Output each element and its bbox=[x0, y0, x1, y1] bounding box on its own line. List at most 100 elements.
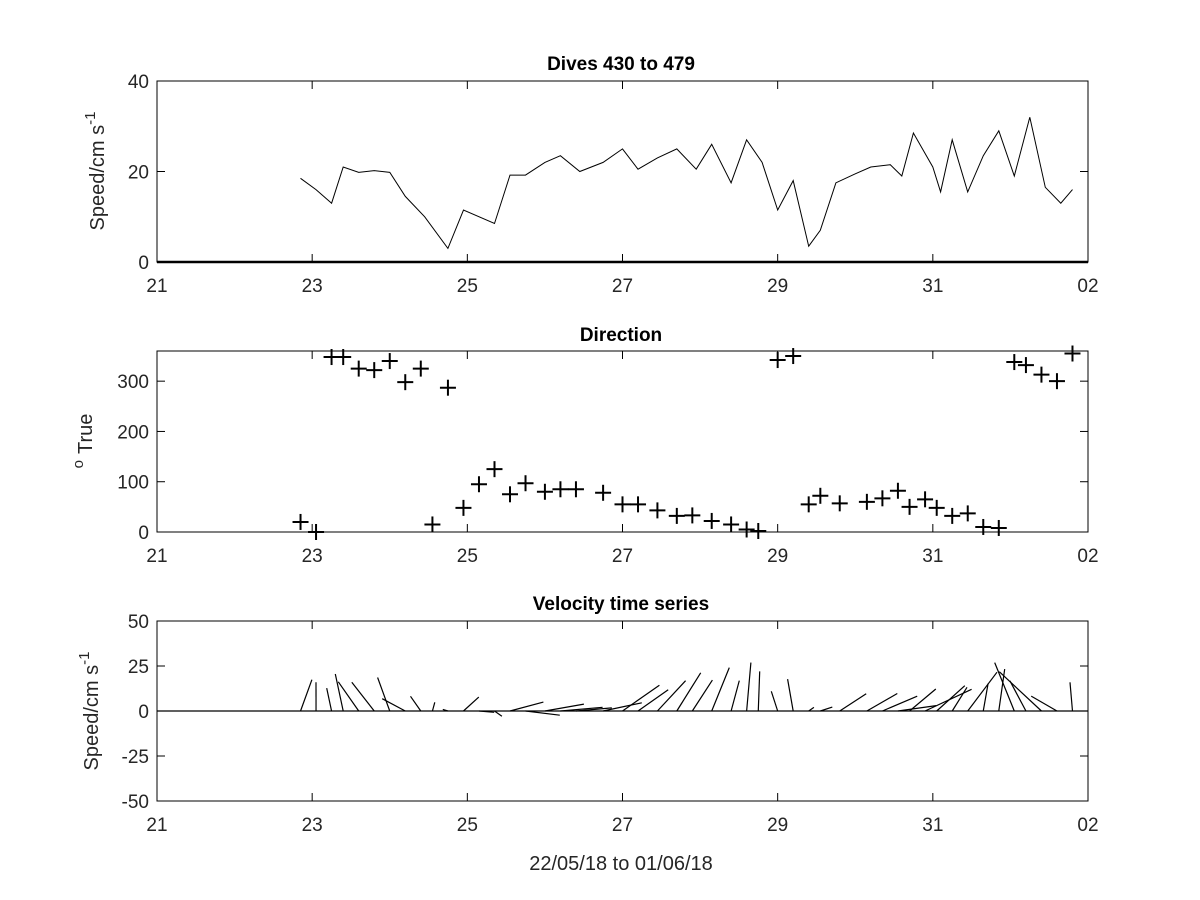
velocity-stick bbox=[442, 708, 449, 712]
velocity-stick bbox=[525, 710, 560, 716]
velocity-stick bbox=[622, 684, 660, 712]
velocity-stick bbox=[787, 678, 794, 712]
velocity-stick bbox=[1030, 695, 1058, 712]
velocity-ticks: 21 23 25 27 29 31 02 -50 -25 0 25 50 bbox=[122, 612, 1099, 836]
direction-x-tick-label: 25 bbox=[457, 546, 478, 567]
velocity-plot-area bbox=[157, 662, 1088, 717]
velocity-panel-title: Velocity time series bbox=[533, 594, 709, 615]
direction-point bbox=[536, 483, 553, 500]
direction-plot-area bbox=[292, 345, 1081, 540]
velocity-stick bbox=[575, 707, 612, 712]
speed-x-tick-label: 21 bbox=[146, 276, 167, 297]
velocity-y-tick-label: 25 bbox=[128, 657, 149, 678]
speed-x-tick-label: 25 bbox=[457, 276, 478, 297]
direction-point bbox=[944, 507, 961, 524]
velocity-stick bbox=[994, 662, 1015, 712]
velocity-stick bbox=[431, 702, 436, 712]
direction-point bbox=[649, 502, 666, 519]
velocity-x-tick-label: 02 bbox=[1077, 815, 1098, 836]
direction-point bbox=[567, 481, 584, 498]
velocity-stick bbox=[730, 680, 740, 712]
direction-panel: Direction 21 23 25 27 29 31 02 0 100 200 300 oTrue bbox=[70, 325, 1099, 567]
velocity-y-axis-label: Speed/cm s-1 bbox=[76, 652, 103, 771]
speed-series-line bbox=[300, 117, 1073, 250]
direction-point bbox=[1006, 354, 1023, 371]
direction-y-axis-label: oTrue bbox=[70, 414, 97, 469]
velocity-x-axis-label: 22/05/18 to 01/06/18 bbox=[529, 853, 713, 875]
direction-point bbox=[630, 496, 647, 513]
velocity-stick bbox=[351, 681, 375, 712]
velocity-stick bbox=[691, 679, 713, 712]
direction-point bbox=[1033, 366, 1050, 383]
direction-x-tick-label: 31 bbox=[922, 546, 943, 567]
speed-y-tick-label: 40 bbox=[128, 72, 149, 93]
velocity-stick bbox=[866, 692, 898, 712]
velocity-stick bbox=[882, 695, 918, 712]
velocity-x-tick-label: 31 bbox=[922, 815, 943, 836]
velocity-stick bbox=[820, 706, 833, 712]
direction-point bbox=[486, 461, 503, 478]
direction-point bbox=[366, 362, 383, 379]
direction-point bbox=[424, 516, 441, 533]
direction-x-tick-label: 27 bbox=[612, 546, 633, 567]
velocity-stick bbox=[544, 703, 585, 712]
direction-point bbox=[874, 490, 891, 507]
speed-x-tick-label: 02 bbox=[1077, 276, 1098, 297]
velocity-stick bbox=[334, 673, 344, 712]
speed-panel: Dives 430 to 479 21 23 25 27 29 31 02 0 20 40 Spe… bbox=[82, 54, 1099, 297]
direction-panel-title: Direction bbox=[580, 325, 662, 346]
speed-axes-box bbox=[156, 80, 1089, 263]
direction-point bbox=[455, 499, 472, 516]
direction-point bbox=[831, 495, 848, 512]
direction-point bbox=[750, 522, 767, 539]
direction-y-tick-label: 100 bbox=[117, 473, 149, 494]
direction-point bbox=[684, 507, 701, 524]
direction-point bbox=[975, 518, 992, 535]
direction-point bbox=[959, 505, 976, 522]
speed-ticks: 21 23 25 27 29 31 02 0 20 40 bbox=[128, 72, 1099, 297]
direction-point bbox=[439, 379, 456, 396]
velocity-stick bbox=[982, 683, 989, 712]
speed-x-tick-label: 29 bbox=[767, 276, 788, 297]
velocity-stick bbox=[381, 698, 406, 712]
direction-x-tick-label: 02 bbox=[1077, 546, 1098, 567]
direction-point bbox=[381, 353, 398, 370]
speed-panel-title: Dives 430 to 479 bbox=[547, 54, 695, 75]
velocity-stick bbox=[637, 689, 669, 712]
direction-point bbox=[502, 486, 519, 503]
speed-x-tick-label: 27 bbox=[612, 276, 633, 297]
velocity-stick bbox=[770, 691, 779, 712]
velocity-panel: Velocity time series 21 23 25 27 29 31 02 -50 -2… bbox=[76, 594, 1099, 875]
velocity-stick bbox=[1009, 680, 1027, 712]
direction-y-tick-label: 0 bbox=[138, 523, 149, 544]
speed-y-tick-label: 20 bbox=[128, 163, 149, 184]
velocity-stick bbox=[951, 686, 968, 712]
velocity-y-tick-label: 50 bbox=[128, 612, 149, 633]
direction-ticks: 21 23 25 27 29 31 02 0 100 200 300 bbox=[117, 351, 1099, 567]
direction-point bbox=[928, 499, 945, 516]
speed-y-axis-label: Speed/cm s-1 bbox=[82, 112, 109, 231]
direction-point bbox=[517, 475, 534, 492]
velocity-y-tick-label: -50 bbox=[122, 792, 149, 813]
direction-x-tick-label: 23 bbox=[302, 546, 323, 567]
direction-point bbox=[723, 516, 740, 533]
velocity-stick bbox=[909, 688, 937, 712]
direction-point bbox=[350, 360, 367, 377]
velocity-x-tick-label: 29 bbox=[767, 815, 788, 836]
velocity-stick bbox=[410, 695, 422, 712]
direction-point bbox=[1048, 373, 1065, 390]
velocity-stick bbox=[897, 705, 937, 712]
velocity-stick bbox=[746, 662, 752, 712]
velocity-stick bbox=[711, 667, 730, 712]
velocity-stick bbox=[656, 680, 687, 712]
direction-y-tick-label: 300 bbox=[117, 372, 149, 393]
speed-plot-area bbox=[157, 117, 1088, 264]
velocity-stick bbox=[326, 687, 333, 712]
direction-point bbox=[397, 374, 414, 391]
velocity-stick bbox=[494, 710, 503, 717]
direction-point bbox=[800, 496, 817, 513]
velocity-stick bbox=[299, 679, 313, 712]
velocity-y-tick-label: -25 bbox=[122, 747, 149, 768]
direction-point bbox=[901, 498, 918, 515]
